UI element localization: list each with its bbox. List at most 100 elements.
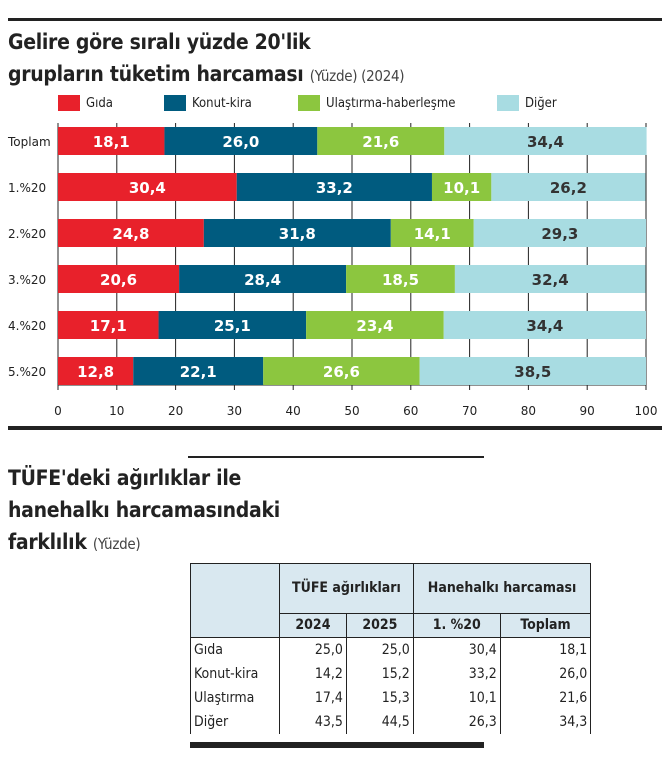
table-cell: 14,2	[279, 662, 347, 686]
group-header-hanehalki: Hanehalkı harcaması	[412, 563, 592, 614]
category-label: 5.%20	[8, 365, 46, 379]
category-label: 4.%20	[8, 319, 46, 333]
data-label: 34,4	[527, 133, 564, 151]
legend-swatch	[298, 95, 320, 111]
category-label: 1.%20	[8, 181, 46, 195]
data-label: 28,4	[244, 271, 281, 289]
table-cell: 30,4	[412, 637, 501, 662]
x-tick-label: 0	[54, 404, 62, 418]
data-label: 14,1	[414, 225, 451, 243]
table-cell: 25,0	[345, 637, 414, 662]
data-label: 17,1	[90, 317, 127, 335]
bar-segment	[419, 357, 646, 385]
bar-segment	[306, 311, 444, 339]
table-row: Diğer 43,5 44,5 26,3 34,3	[190, 710, 592, 734]
row-label: Ulaştırma	[190, 686, 280, 710]
bar-segment	[346, 265, 455, 293]
x-tick-label: 40	[286, 404, 301, 418]
bar-segment	[58, 311, 159, 339]
data-label: 10,1	[443, 179, 480, 197]
x-tick-label: 20	[168, 404, 183, 418]
table-cell: 44,5	[345, 710, 414, 734]
bar-segment	[179, 265, 347, 293]
data-label: 23,4	[356, 317, 393, 335]
data-label: 25,1	[214, 317, 251, 335]
bar-segment	[236, 173, 432, 201]
bar-segment	[454, 265, 646, 293]
chart-title-text: grupların tüketim harcaması	[8, 62, 304, 86]
stacked-bar-chart: 0 10 20 30 40 50 60 70 80 90 100 Toplam 18,1 26,0 21,6…	[7, 123, 658, 418]
legend-label: Diğer	[525, 95, 557, 111]
x-tick-label: 90	[580, 404, 595, 418]
table-cell: 15,2	[345, 662, 414, 686]
table-cell: 25,0	[279, 637, 347, 662]
x-tick-label: 50	[344, 404, 359, 418]
data-label: 33,2	[316, 179, 353, 197]
category-label: 2.%20	[8, 227, 46, 241]
data-label: 32,4	[532, 271, 569, 289]
data-label: 29,3	[541, 225, 578, 243]
table-cell: 43,5	[279, 710, 347, 734]
group-header-tufe: TÜFE ağırlıkları	[279, 563, 414, 614]
bar-segment	[263, 357, 420, 385]
row-label: Gıda	[190, 637, 280, 662]
data-label: 38,5	[514, 363, 551, 381]
data-label: 31,8	[279, 225, 316, 243]
table-cell: 10,1	[412, 686, 501, 710]
col-header: Toplam	[499, 613, 592, 638]
table-title-line1: TÜFE'deki ağırlıklar ile	[8, 466, 242, 490]
bar-segment	[58, 219, 204, 247]
legend-swatch	[58, 95, 80, 111]
divider	[8, 18, 662, 21]
bar-segment	[431, 173, 492, 201]
data-label: 12,8	[77, 363, 114, 381]
table-cell: 34,3	[499, 710, 592, 734]
bar-segment	[317, 127, 445, 155]
x-tick-label: 80	[521, 404, 536, 418]
chart-title-line1: Gelire göre sıralı yüzde 20'lik	[8, 30, 311, 54]
empty-header	[190, 563, 280, 638]
bar-segment	[133, 357, 264, 385]
table-row: Ulaştırma 17,4 15,3 10,1 21,6	[190, 686, 592, 710]
table-row: Konut-kira 14,2 15,2 33,2 26,0	[190, 662, 592, 686]
category-label: Toplam	[7, 135, 51, 149]
divider	[190, 742, 484, 748]
data-label: 26,0	[222, 133, 259, 151]
x-tick-label: 30	[227, 404, 242, 418]
table-cell: 26,3	[412, 710, 501, 734]
bar-segment	[491, 173, 646, 201]
bar-segment	[390, 219, 474, 247]
legend-label: Ulaştırma-haberleşme	[326, 95, 456, 111]
bar-segment	[58, 173, 237, 201]
table-row: Gıda 25,0 25,0 30,4 18,1	[190, 637, 592, 662]
table-title-line3: farklılık (Yüzde)	[8, 530, 141, 554]
data-label: 20,6	[100, 271, 137, 289]
data-label: 24,8	[112, 225, 149, 243]
data-label: 18,5	[382, 271, 419, 289]
col-header: 2024	[279, 613, 347, 638]
bar-segment	[164, 127, 318, 155]
table-cell: 17,4	[279, 686, 347, 710]
data-label: 26,2	[550, 179, 587, 197]
data-label: 21,6	[362, 133, 399, 151]
legend-item-ulastirma: Ulaştırma-haberleşme	[298, 95, 455, 111]
legend-item-konut: Konut-kira	[164, 95, 252, 111]
bar-segment	[58, 265, 180, 293]
chart-title-line2: grupların tüketim harcaması (Yüzde) (202…	[8, 62, 405, 86]
category-label: 3.%20	[8, 273, 46, 287]
divider	[188, 456, 484, 458]
col-header: 2025	[345, 613, 414, 638]
data-label: 18,1	[93, 133, 130, 151]
col-header: 1. %20	[412, 613, 501, 638]
data-label: 30,4	[129, 179, 166, 197]
legend-item-diger: Diğer	[497, 95, 557, 111]
legend-swatch	[497, 95, 519, 111]
legend-item-gida: Gıda	[58, 95, 113, 111]
chart-subtitle: (Yüzde) (2024)	[309, 67, 405, 85]
x-tick-label: 100	[635, 404, 658, 418]
legend-label: Konut-kira	[192, 95, 252, 111]
x-tick-label: 70	[462, 404, 477, 418]
row-label: Konut-kira	[190, 662, 280, 686]
legend: Gıda Konut-kira Ulaştırma-haberleşme Diğ…	[58, 95, 658, 115]
